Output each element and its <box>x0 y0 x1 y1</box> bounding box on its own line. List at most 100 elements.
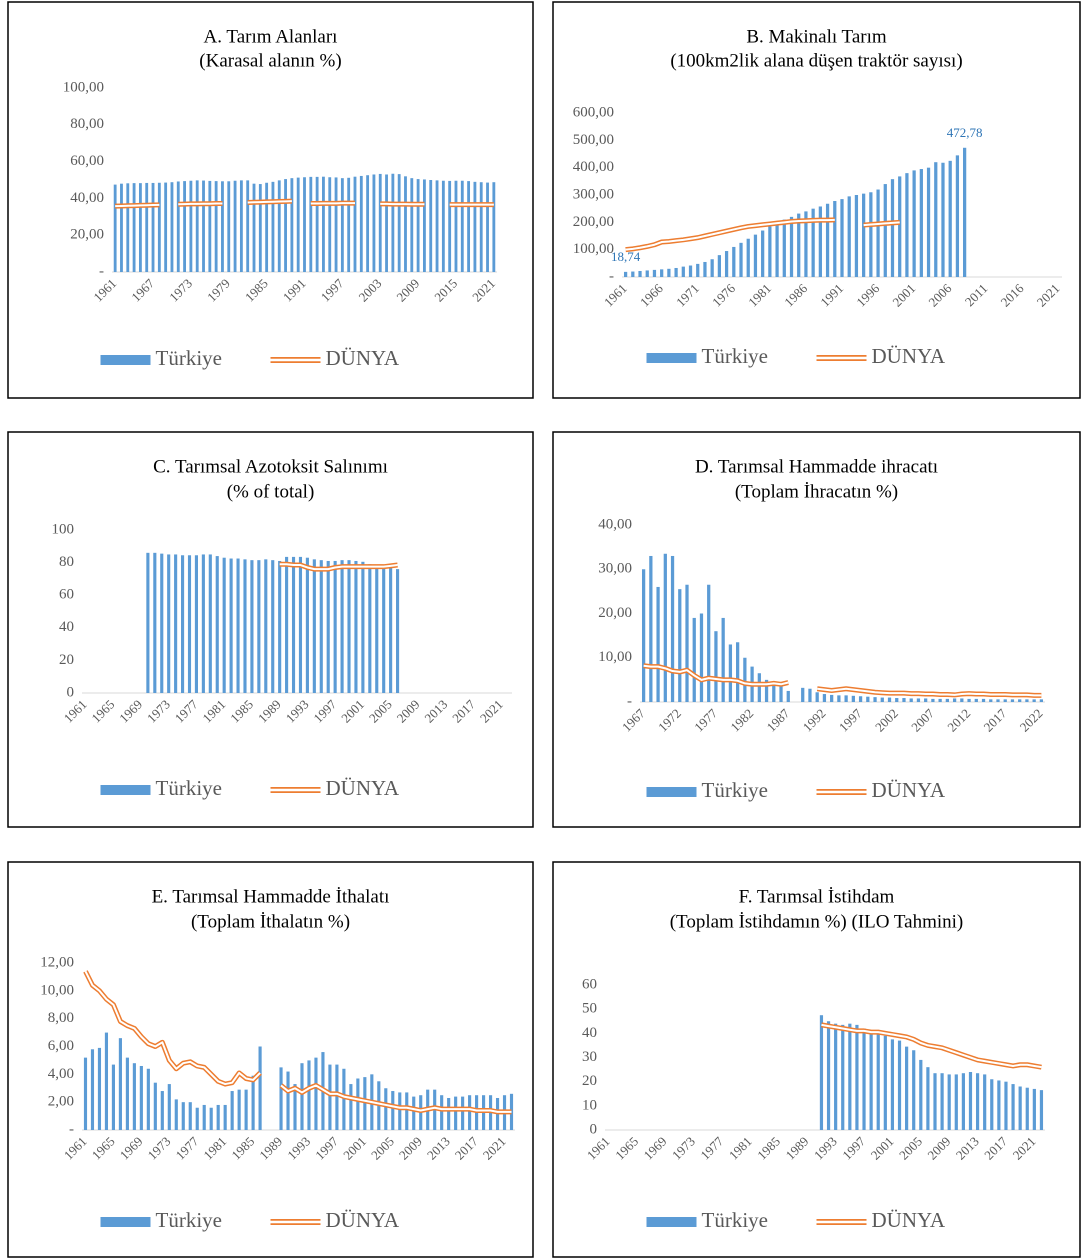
bar <box>209 1107 213 1130</box>
bar <box>202 1104 206 1130</box>
y-tick-label: 40,00 <box>70 190 104 206</box>
legend-label: DÜNYA <box>326 346 400 370</box>
bar <box>164 182 168 272</box>
line-inner <box>279 563 398 571</box>
bar <box>353 176 357 272</box>
y-tick-label: 500,00 <box>573 132 614 148</box>
bar <box>145 182 149 272</box>
bar <box>284 179 287 272</box>
y-tick-label: 10 <box>582 1097 597 1113</box>
bar <box>685 584 689 702</box>
bar <box>1011 1084 1015 1130</box>
bar <box>801 687 805 702</box>
y-tick-label: 40,00 <box>598 516 632 532</box>
bar <box>146 1068 150 1130</box>
bar <box>819 1015 824 1130</box>
bar <box>833 201 837 277</box>
bar <box>919 1059 923 1130</box>
bar <box>1039 699 1044 702</box>
legend-swatch <box>100 785 151 795</box>
y-tick-label: 2,00 <box>48 1094 74 1110</box>
bar <box>667 268 671 277</box>
bar <box>188 1102 192 1130</box>
bar <box>312 559 316 693</box>
bar <box>1039 1090 1044 1130</box>
bar <box>873 697 877 702</box>
bar <box>384 1088 388 1130</box>
bar <box>1025 1087 1029 1130</box>
bar <box>826 1021 831 1130</box>
bar <box>349 1084 353 1130</box>
bar <box>187 555 192 693</box>
bar <box>786 690 790 702</box>
bar <box>139 1065 143 1130</box>
bar <box>404 176 407 272</box>
bar <box>905 1046 909 1130</box>
bar <box>876 1033 880 1130</box>
bar <box>160 553 164 693</box>
bar <box>454 180 458 272</box>
bar <box>167 554 171 693</box>
bar <box>298 556 303 693</box>
bar <box>214 181 218 272</box>
bar <box>660 269 664 277</box>
bar <box>347 177 351 272</box>
bar <box>883 184 887 277</box>
bar <box>290 178 294 272</box>
bar <box>761 230 765 277</box>
chart-title: F. Tarımsal İstihdam <box>739 886 895 907</box>
bar <box>319 560 323 693</box>
line-inner <box>821 1023 1042 1069</box>
bar <box>890 1039 895 1130</box>
bar <box>440 1095 444 1130</box>
bar <box>293 1084 297 1130</box>
chart-title: D. Tarımsal Hammadde ihracatı <box>695 456 938 477</box>
bar <box>279 1067 283 1130</box>
bar <box>974 698 978 702</box>
y-tick-label: 100 <box>52 521 75 537</box>
bar <box>412 1096 416 1130</box>
bar <box>912 1050 916 1130</box>
legend-label: Türkiye <box>702 778 768 802</box>
bar <box>391 173 395 272</box>
bar <box>858 696 863 702</box>
bar <box>216 1104 220 1130</box>
bar <box>120 183 123 272</box>
legend-label: DÜNYA <box>326 1208 400 1232</box>
bar <box>1018 1086 1022 1130</box>
bar <box>764 679 769 702</box>
bar <box>176 181 180 272</box>
bar <box>732 246 736 277</box>
bar <box>146 552 150 693</box>
bar <box>834 1023 838 1130</box>
bar <box>847 196 851 277</box>
bar <box>797 213 801 277</box>
bar <box>153 1082 157 1130</box>
y-tick-label: 50 <box>582 1001 597 1017</box>
bar <box>968 1072 973 1130</box>
bar <box>258 1046 262 1130</box>
bar <box>189 180 193 272</box>
bar <box>222 557 226 693</box>
bar <box>883 1035 887 1130</box>
bar <box>862 193 866 277</box>
bar <box>479 182 483 272</box>
bar <box>890 179 895 277</box>
y-tick-label: 0 <box>67 684 75 700</box>
bar <box>181 1102 185 1130</box>
bar <box>153 552 157 693</box>
bar <box>960 698 964 702</box>
bar <box>265 182 269 272</box>
bar <box>132 183 136 272</box>
bar <box>876 189 880 277</box>
bar <box>246 180 250 272</box>
bar <box>202 180 205 272</box>
bar <box>278 560 282 693</box>
bar <box>174 1099 178 1130</box>
legend-label: DÜNYA <box>326 776 400 800</box>
chart-subtitle: (Toplam İstihdamın %) (ILO Tahmini) <box>670 911 964 932</box>
line-inner <box>280 1084 512 1113</box>
y-tick-label: 60,00 <box>70 153 104 169</box>
bar <box>768 226 772 277</box>
bar <box>447 1097 451 1130</box>
